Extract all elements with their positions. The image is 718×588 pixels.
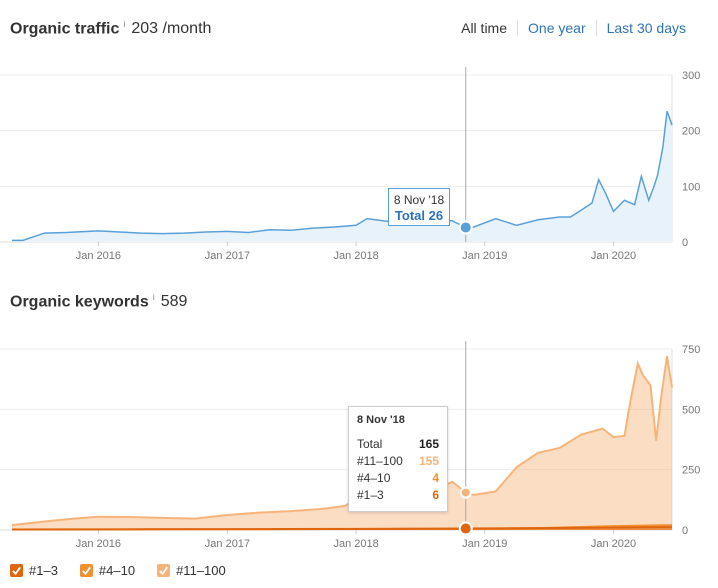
checkbox-checked-icon[interactable] (79, 564, 93, 577)
range-divider (595, 20, 597, 36)
y-tick-label: 100 (682, 181, 700, 193)
tooltip-row-11-100: #11–100 155 (357, 453, 439, 470)
y-tick-label: 250 (682, 465, 700, 477)
keywords-header: Organic keywords i 589 (10, 292, 187, 311)
time-range-selector: All time One year Last 30 days (451, 20, 696, 36)
info-icon[interactable]: i (123, 19, 126, 29)
range-divider (517, 20, 519, 36)
legend-item-11-100[interactable]: #11–100 (157, 563, 226, 578)
keywords-legend: #1–3 #4–10 #11–100 (10, 563, 248, 578)
tooltip-value: 6 (432, 488, 439, 502)
legend-item-1-3[interactable]: #1–3 (10, 563, 58, 578)
y-tick-label: 0 (682, 237, 688, 249)
x-tick-label: Jan 2018 (333, 538, 378, 550)
series-line (11, 526, 673, 531)
x-tick-label: Jan 2018 (333, 250, 378, 262)
x-tick-label: Jan 2016 (76, 538, 121, 550)
range-last-30-days[interactable]: Last 30 days (606, 20, 686, 36)
series-area (12, 111, 672, 242)
keywords-title: Organic keywords (10, 293, 149, 311)
range-one-year[interactable]: One year (528, 20, 586, 36)
tooltip-row-1-3: #1–3 6 (357, 487, 439, 504)
traffic-tooltip-total: Total 26 (394, 208, 444, 223)
legend-item-4-10[interactable]: #4–10 (79, 563, 136, 578)
series-area (12, 356, 672, 530)
x-tick-label: Jan 2020 (591, 250, 636, 262)
y-tick-label: 500 (682, 404, 700, 416)
x-tick-label: Jan 2019 (462, 538, 507, 550)
tooltip-label: #1–3 (357, 488, 384, 502)
legend-label: #1–3 (29, 563, 58, 578)
traffic-tooltip-date: 8 Nov '18 (393, 193, 445, 207)
tooltip-label: #11–100 (357, 454, 403, 468)
traffic-tooltip: 8 Nov '18 Total 26 (388, 188, 450, 226)
tooltip-point (458, 220, 473, 235)
tooltip-label: #4–10 (357, 471, 391, 485)
keywords-chart[interactable]: 0 250 500 750 Jan 2016 Jan 2017 Jan 2018 Jan 20… (0, 330, 718, 558)
tooltip-value: 165 (418, 437, 439, 451)
tooltip-point-11-100 (459, 486, 472, 499)
keywords-value: 589 (160, 293, 188, 311)
series-line (11, 356, 673, 527)
x-tick-label: Jan 2019 (462, 250, 507, 262)
traffic-value: 203 /month (131, 20, 212, 38)
y-tick-label: 750 (682, 344, 700, 356)
traffic-chart[interactable]: 0 100 200 300 Jan 2016 Jan 2017 Jan 2018 Jan 20… (0, 55, 718, 275)
keywords-tooltip: 8 Nov '18 Total 165 #11–100 155 #4–10 4 … (348, 406, 448, 512)
traffic-header: Organic traffic i 203 /month (10, 19, 211, 38)
tooltip-point-1-3 (458, 521, 473, 536)
x-tick-label: Jan 2017 (205, 250, 250, 262)
x-tick-label: Jan 2020 (591, 538, 636, 550)
y-tick-label: 0 (682, 525, 688, 537)
keywords-tooltip-date: 8 Nov '18 (357, 414, 405, 426)
legend-label: #4–10 (98, 563, 136, 578)
range-all-time[interactable]: All time (461, 20, 508, 36)
y-tick-label: 300 (682, 70, 700, 82)
traffic-title: Organic traffic (10, 20, 120, 38)
tooltip-value: 4 (432, 471, 439, 485)
tooltip-label: Total (357, 437, 383, 451)
info-icon[interactable]: i (152, 292, 155, 302)
checkbox-checked-icon[interactable] (10, 564, 23, 577)
x-tick-label: Jan 2016 (76, 250, 121, 262)
y-tick-label: 200 (682, 126, 700, 138)
x-tick-label: Jan 2017 (205, 538, 250, 550)
tooltip-value: 155 (418, 454, 439, 468)
checkbox-checked-icon[interactable] (157, 564, 171, 577)
tooltip-row-4-10: #4–10 4 (357, 470, 439, 487)
series-line (12, 110, 673, 242)
tooltip-row-total: Total 165 (357, 436, 439, 453)
legend-label: #11–100 (176, 563, 226, 578)
